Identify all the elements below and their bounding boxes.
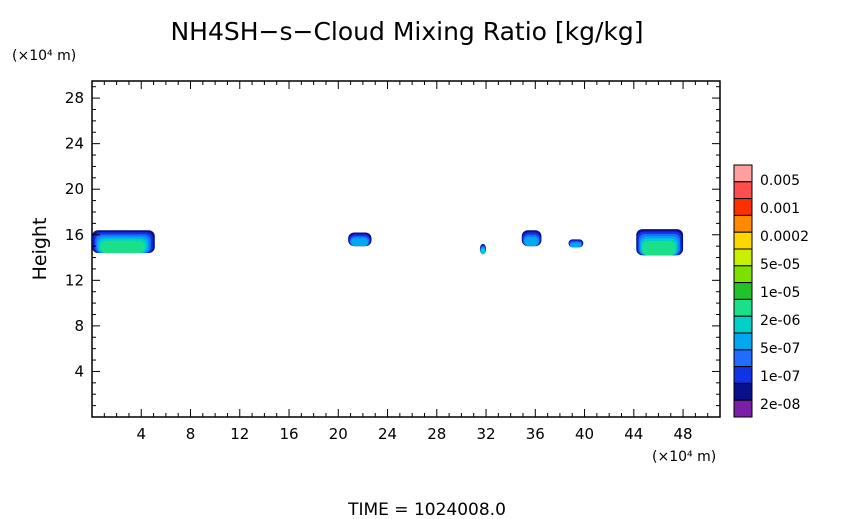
colorbar-label: 0.0002 bbox=[760, 229, 809, 245]
x-tick-label: 20 bbox=[329, 425, 348, 443]
colorbar-swatch bbox=[733, 315, 753, 334]
cloud-contour bbox=[480, 248, 486, 255]
colorbar-label: 2e-06 bbox=[760, 313, 800, 329]
cloud-region bbox=[568, 239, 584, 248]
y-tick-label: 24 bbox=[65, 135, 84, 153]
y-tick-label: 4 bbox=[74, 362, 84, 380]
colorbar-swatch bbox=[733, 265, 753, 284]
colorbar-swatch bbox=[733, 332, 753, 351]
y-tick-label: 12 bbox=[65, 271, 84, 289]
cloud-contour bbox=[642, 241, 676, 256]
x-tick-label: 16 bbox=[279, 425, 298, 443]
cloud-region bbox=[348, 232, 372, 247]
colorbar-label: 2e-08 bbox=[760, 397, 800, 413]
colorbar-swatch bbox=[733, 214, 753, 233]
colorbar-label: 0.001 bbox=[760, 201, 800, 217]
cloud-layer bbox=[92, 229, 684, 256]
x-tick-label: 48 bbox=[674, 425, 693, 443]
cloud-region bbox=[479, 243, 487, 255]
x-tick-label: 44 bbox=[624, 425, 643, 443]
cloud-region bbox=[92, 230, 155, 253]
colorbar-swatch bbox=[733, 382, 753, 401]
chart-title: NH4SH−s−Cloud Mixing Ratio [kg/kg] bbox=[170, 17, 643, 46]
x-tick-label: 24 bbox=[378, 425, 397, 443]
x-tick-label: 4 bbox=[136, 425, 146, 443]
cloud-contour bbox=[350, 238, 369, 247]
colorbar-swatch bbox=[733, 164, 753, 183]
colorbar-swatch bbox=[733, 298, 753, 317]
colorbar-swatch bbox=[733, 248, 753, 267]
x-tick-label: 36 bbox=[526, 425, 545, 443]
x-tick-label: 32 bbox=[476, 425, 495, 443]
y-axis-label: Height bbox=[29, 218, 51, 281]
colorbar-swatch bbox=[733, 231, 753, 250]
x-tick-label: 28 bbox=[427, 425, 446, 443]
cloud-region bbox=[636, 229, 684, 256]
colorbar-swatch bbox=[733, 349, 753, 368]
cloud-contour bbox=[570, 242, 582, 248]
y-tick-label: 20 bbox=[65, 180, 84, 198]
x-tick-label: 8 bbox=[186, 425, 196, 443]
y-tick-label: 28 bbox=[65, 89, 84, 107]
colorbar-swatch bbox=[733, 399, 753, 418]
y-axis-ticks: 4 8 12 16 20 24 28 bbox=[65, 86, 720, 407]
plot-frame bbox=[91, 80, 721, 418]
x-unit-label: (×10⁴ m) bbox=[652, 449, 716, 465]
x-tick-label: 40 bbox=[575, 425, 594, 443]
colorbar-label: 5e-05 bbox=[760, 257, 800, 273]
colorbar-swatch bbox=[733, 181, 753, 200]
cloud-contour bbox=[524, 236, 539, 247]
colorbar-swatch bbox=[733, 366, 753, 384]
y-unit-label: (×10⁴ m) bbox=[12, 48, 76, 64]
x-axis-ticks: 4 8 12 16 20 24 28 32 36 40 44 48 bbox=[103, 81, 709, 443]
colorbar-label: 0.005 bbox=[760, 173, 800, 189]
colorbar-swatch bbox=[733, 198, 753, 216]
cloud-region bbox=[521, 230, 542, 247]
colorbar-label: 5e-07 bbox=[760, 341, 800, 357]
cloud-contour bbox=[100, 240, 145, 253]
y-tick-label: 16 bbox=[65, 226, 84, 244]
colorbar: 0.005 0.001 0.0002 5e-05 1e-05 2e-06 5e-07 1e-0… bbox=[733, 164, 809, 418]
colorbar-swatch bbox=[733, 282, 753, 300]
time-label: TIME = 1024008.0 bbox=[347, 500, 506, 519]
y-tick-label: 8 bbox=[74, 317, 84, 335]
x-tick-label: 12 bbox=[230, 425, 249, 443]
colorbar-label: 1e-07 bbox=[760, 369, 800, 385]
colorbar-label: 1e-05 bbox=[760, 285, 800, 301]
